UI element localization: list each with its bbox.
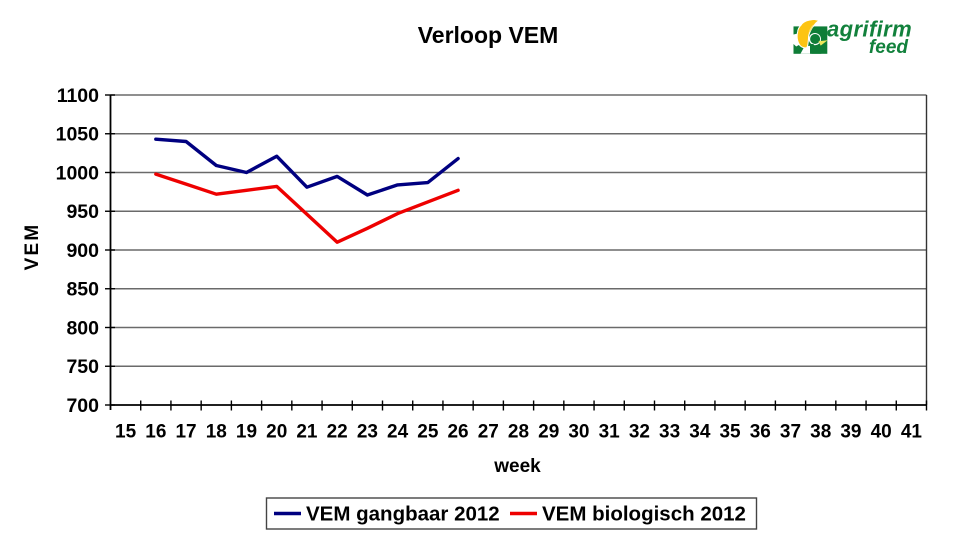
svg-text:31: 31 [599, 422, 621, 443]
svg-text:41: 41 [901, 422, 923, 443]
svg-text:Verloop VEM: Verloop VEM [418, 22, 559, 48]
svg-text:17: 17 [175, 422, 196, 443]
svg-text:week: week [493, 456, 541, 477]
svg-text:33: 33 [659, 422, 680, 443]
svg-text:VEM biologisch 2012: VEM biologisch 2012 [542, 503, 746, 526]
svg-text:850: 850 [66, 279, 99, 301]
svg-text:24: 24 [387, 422, 409, 443]
svg-text:40: 40 [871, 422, 892, 443]
svg-text:28: 28 [508, 422, 529, 443]
svg-text:19: 19 [236, 422, 257, 443]
svg-text:21: 21 [296, 422, 318, 443]
svg-text:22: 22 [327, 422, 348, 443]
svg-text:700: 700 [66, 395, 99, 417]
svg-text:23: 23 [357, 422, 378, 443]
svg-text:32: 32 [629, 422, 650, 443]
svg-text:1000: 1000 [56, 162, 100, 184]
svg-text:agrifirm: agrifirm [827, 17, 912, 42]
svg-text:feed: feed [869, 37, 908, 58]
svg-text:18: 18 [206, 422, 227, 443]
svg-text:25: 25 [417, 422, 439, 443]
svg-text:37: 37 [780, 422, 801, 443]
svg-text:1050: 1050 [56, 124, 100, 146]
svg-text:29: 29 [538, 422, 559, 443]
svg-text:34: 34 [689, 422, 711, 443]
svg-text:VEM gangbaar 2012: VEM gangbaar 2012 [306, 503, 500, 526]
svg-text:36: 36 [750, 422, 771, 443]
svg-text:950: 950 [66, 201, 99, 223]
svg-text:30: 30 [568, 422, 589, 443]
svg-text:20: 20 [266, 422, 287, 443]
svg-text:35: 35 [719, 422, 741, 443]
svg-text:27: 27 [478, 422, 499, 443]
svg-text:16: 16 [145, 422, 166, 443]
svg-text:VEM: VEM [22, 223, 43, 271]
svg-text:900: 900 [66, 240, 99, 262]
svg-text:1100: 1100 [57, 85, 99, 107]
svg-text:800: 800 [66, 317, 99, 339]
svg-text:26: 26 [447, 422, 468, 443]
svg-text:750: 750 [66, 356, 99, 378]
svg-text:38: 38 [810, 422, 831, 443]
svg-text:15: 15 [115, 422, 137, 443]
svg-text:39: 39 [840, 422, 861, 443]
